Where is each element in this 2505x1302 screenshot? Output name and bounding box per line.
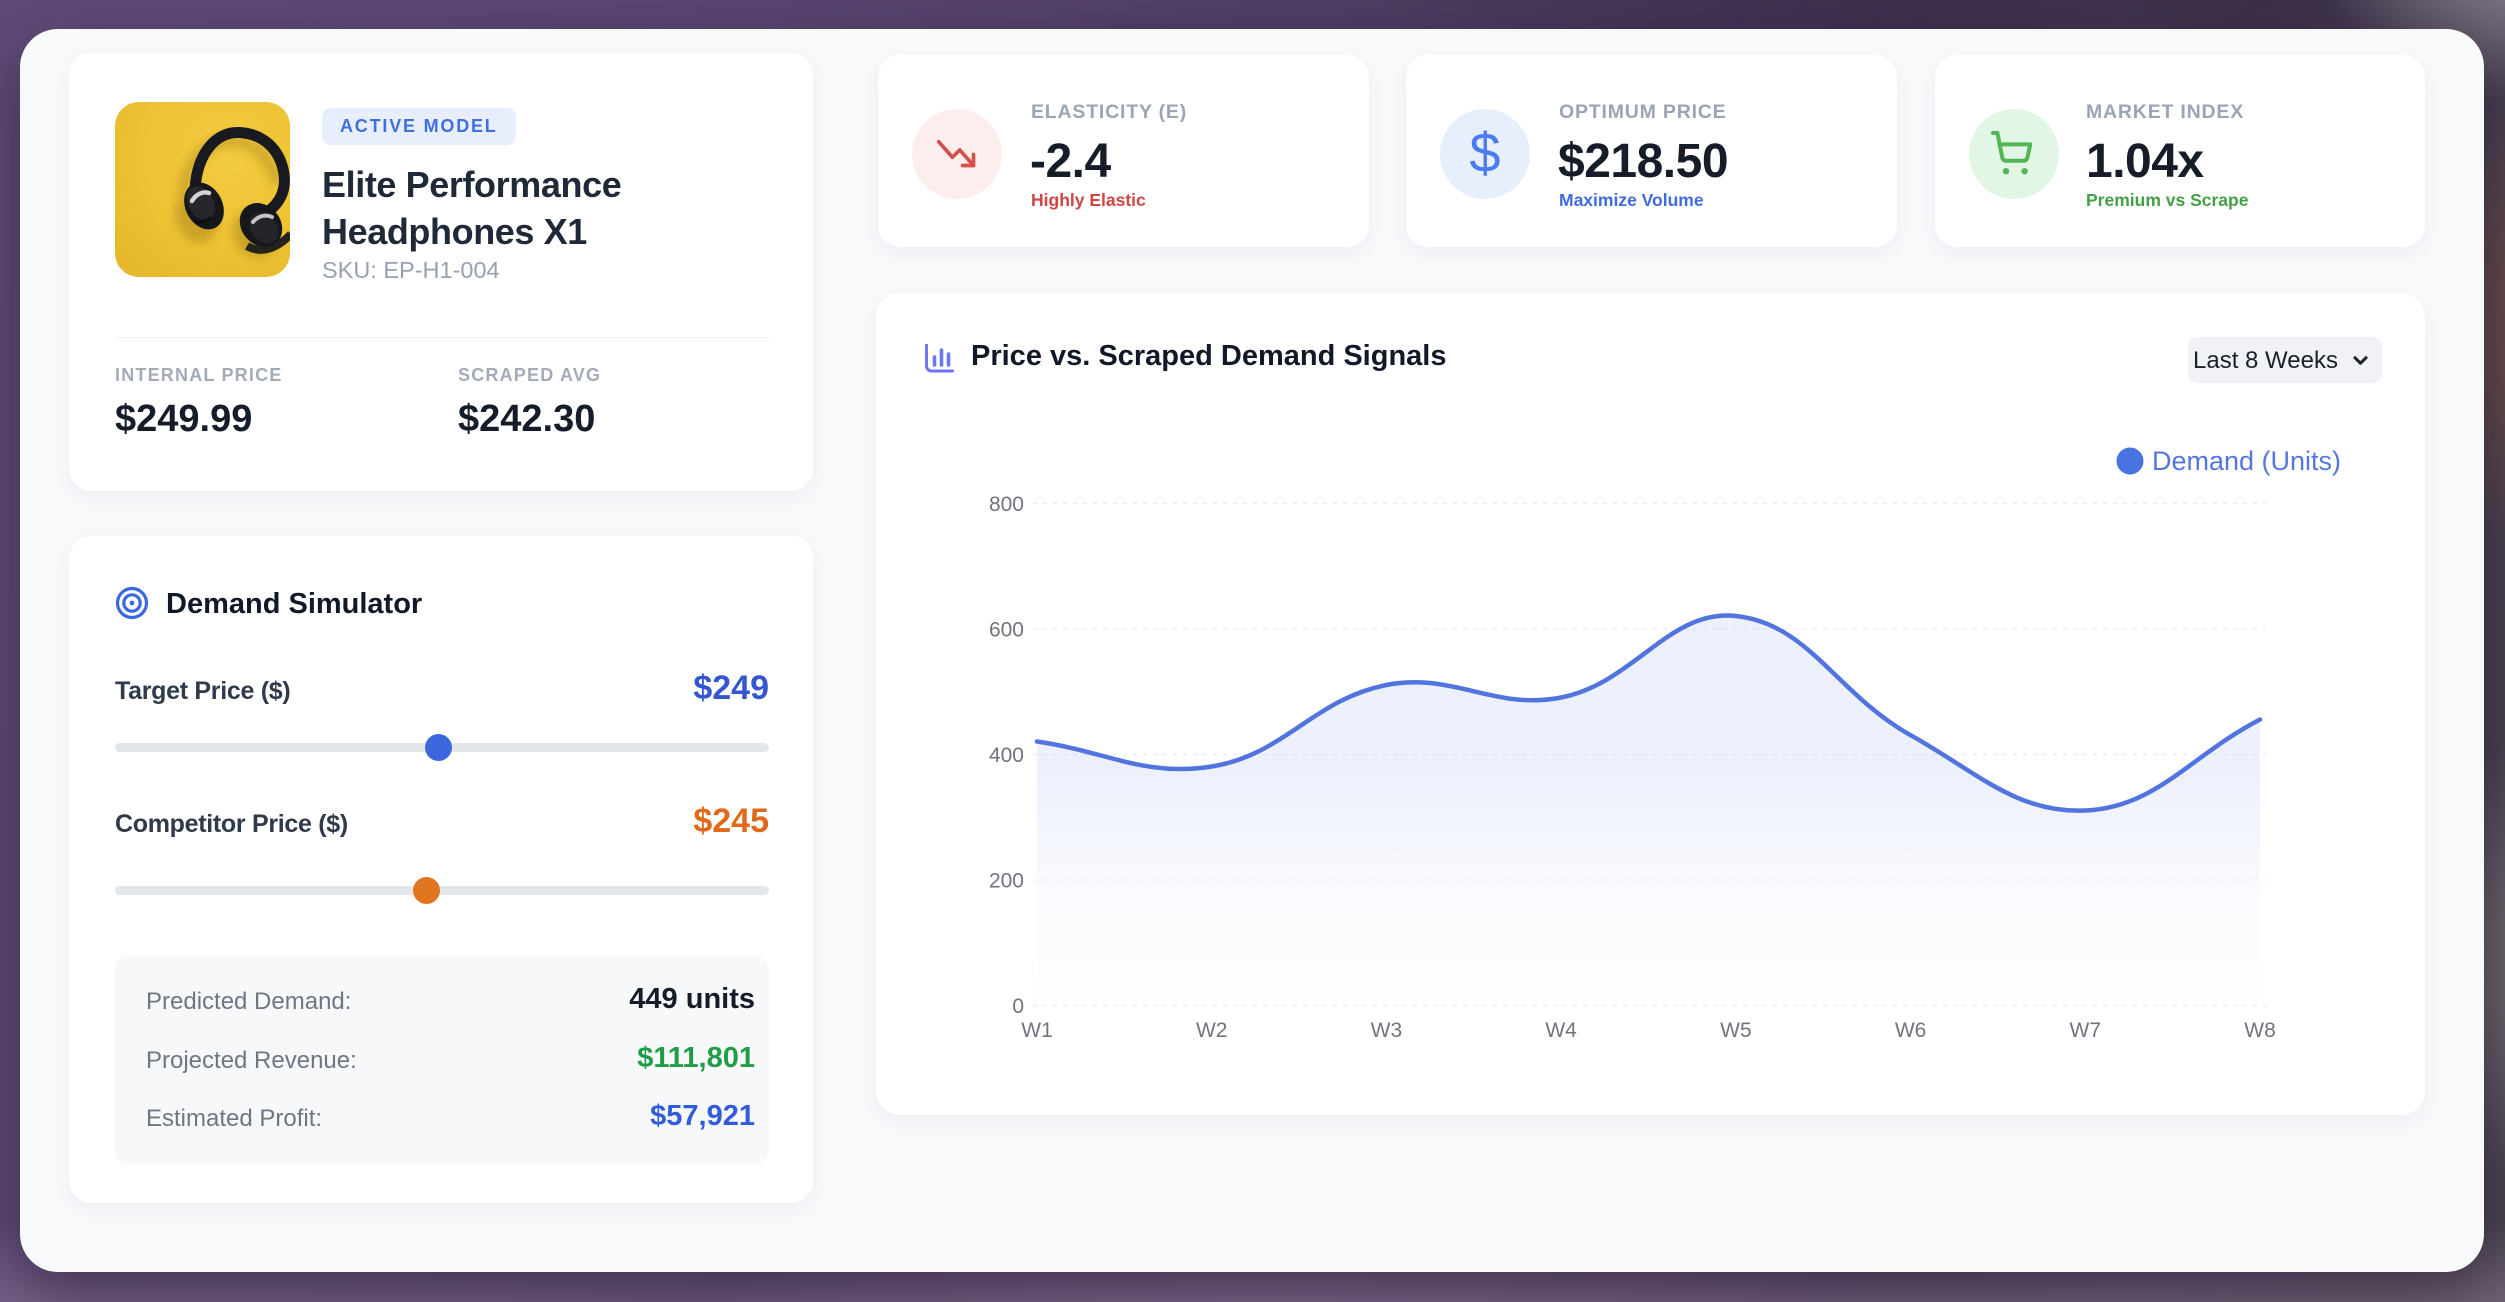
svg-text:W8: W8 [2244,1019,2276,1042]
svg-text:W3: W3 [1371,1019,1403,1042]
svg-text:W7: W7 [2070,1019,2102,1042]
svg-text:W6: W6 [1895,1019,1927,1042]
svg-text:W4: W4 [1545,1019,1577,1042]
svg-text:600: 600 [989,619,1024,642]
svg-text:800: 800 [989,493,1024,516]
svg-text:Demand (Units): Demand (Units) [2152,446,2341,476]
svg-text:W5: W5 [1720,1019,1752,1042]
svg-text:W1: W1 [1021,1019,1053,1042]
svg-text:400: 400 [989,744,1024,767]
svg-text:200: 200 [989,870,1024,893]
svg-text:0: 0 [1012,995,1024,1018]
svg-text:W2: W2 [1196,1019,1228,1042]
